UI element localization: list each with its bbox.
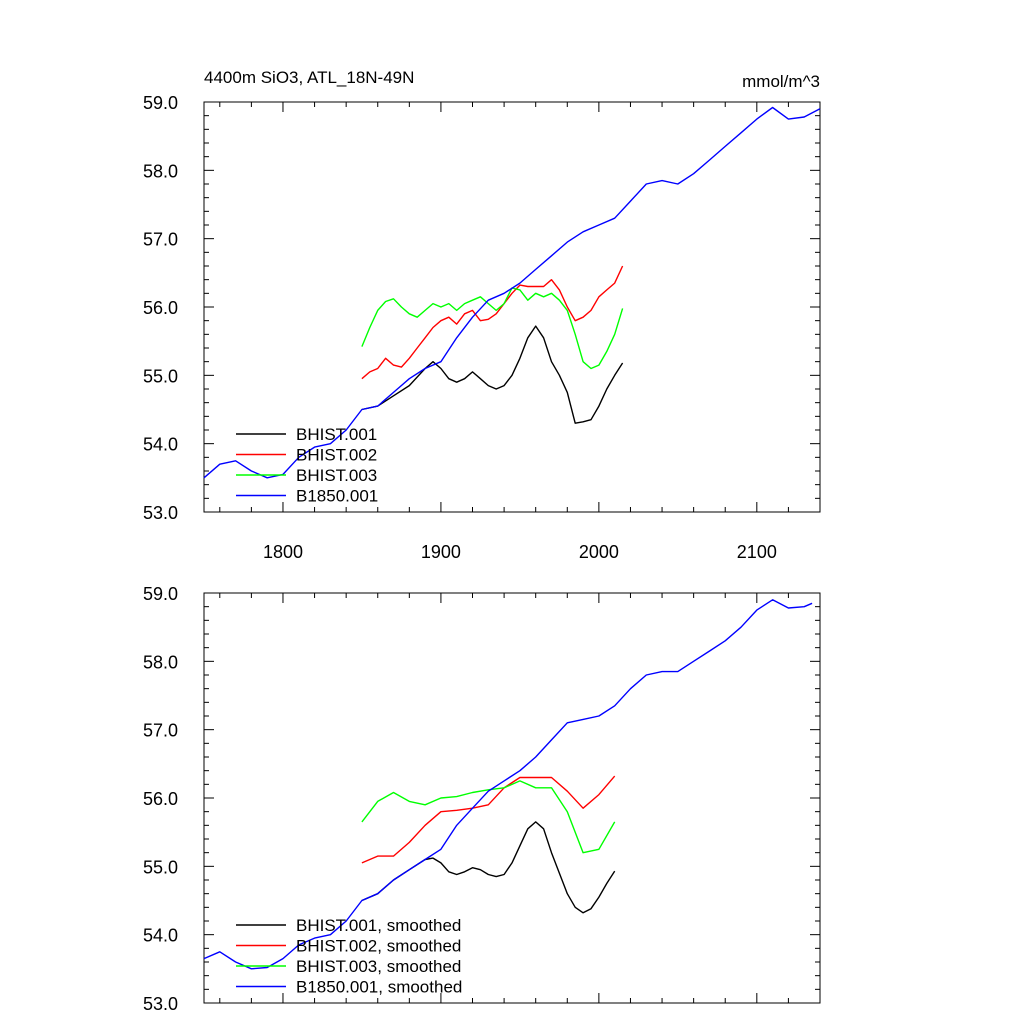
y-tick-label: 54.0 [143, 926, 178, 946]
series-line [203, 599, 813, 970]
x-tick-label: 2000 [579, 542, 619, 562]
series-line [361, 775, 616, 864]
legend-label: BHIST.002 [296, 446, 377, 465]
y-tick-label: 55.0 [143, 857, 178, 877]
series-line [361, 780, 616, 854]
bottom-panel: 53.0 54.0 55.0 56.0 57.0 58.0 59.0 BHIST.001, s… [143, 584, 821, 1014]
y-tick-label: 58.0 [143, 652, 178, 672]
x-tick-label: 1800 [263, 542, 303, 562]
series-line [361, 265, 624, 380]
legend-label: BHIST.003 [296, 466, 377, 485]
y-tick-label: 59.0 [143, 584, 178, 604]
series-line [361, 325, 624, 424]
y-tick-label: 58.0 [143, 161, 178, 181]
legend-label: BHIST.001 [296, 425, 377, 444]
y-tick-label: 57.0 [143, 721, 178, 741]
y-tick-label: 53.0 [143, 503, 178, 523]
y-tick-label: 53.0 [143, 994, 178, 1014]
legend-label: B1850.001 [296, 487, 378, 506]
y-tick-label: 56.0 [143, 789, 178, 809]
top-panel: 53.0 54.0 55.0 56.0 57.0 58.0 59.0 1800 1900 2000… [143, 93, 821, 562]
series-line [203, 106, 821, 479]
y-tick-label: 57.0 [143, 230, 178, 250]
series-line [361, 287, 624, 370]
legend-label: BHIST.001, smoothed [296, 916, 461, 935]
legend-label: BHIST.003, smoothed [296, 957, 461, 976]
series-line [361, 821, 616, 914]
y-tick-label: 54.0 [143, 435, 178, 455]
chart-title: 4400m SiO3, ATL_18N-49N [204, 68, 414, 87]
chart-units: mmol/m^3 [742, 72, 820, 91]
x-tick-label: 1900 [421, 542, 461, 562]
legend-label: BHIST.002, smoothed [296, 937, 461, 956]
x-tick-label: 2100 [737, 542, 777, 562]
legend-label: B1850.001, smoothed [296, 978, 462, 997]
y-tick-label: 59.0 [143, 93, 178, 113]
y-tick-label: 56.0 [143, 298, 178, 318]
y-tick-label: 55.0 [143, 366, 178, 386]
